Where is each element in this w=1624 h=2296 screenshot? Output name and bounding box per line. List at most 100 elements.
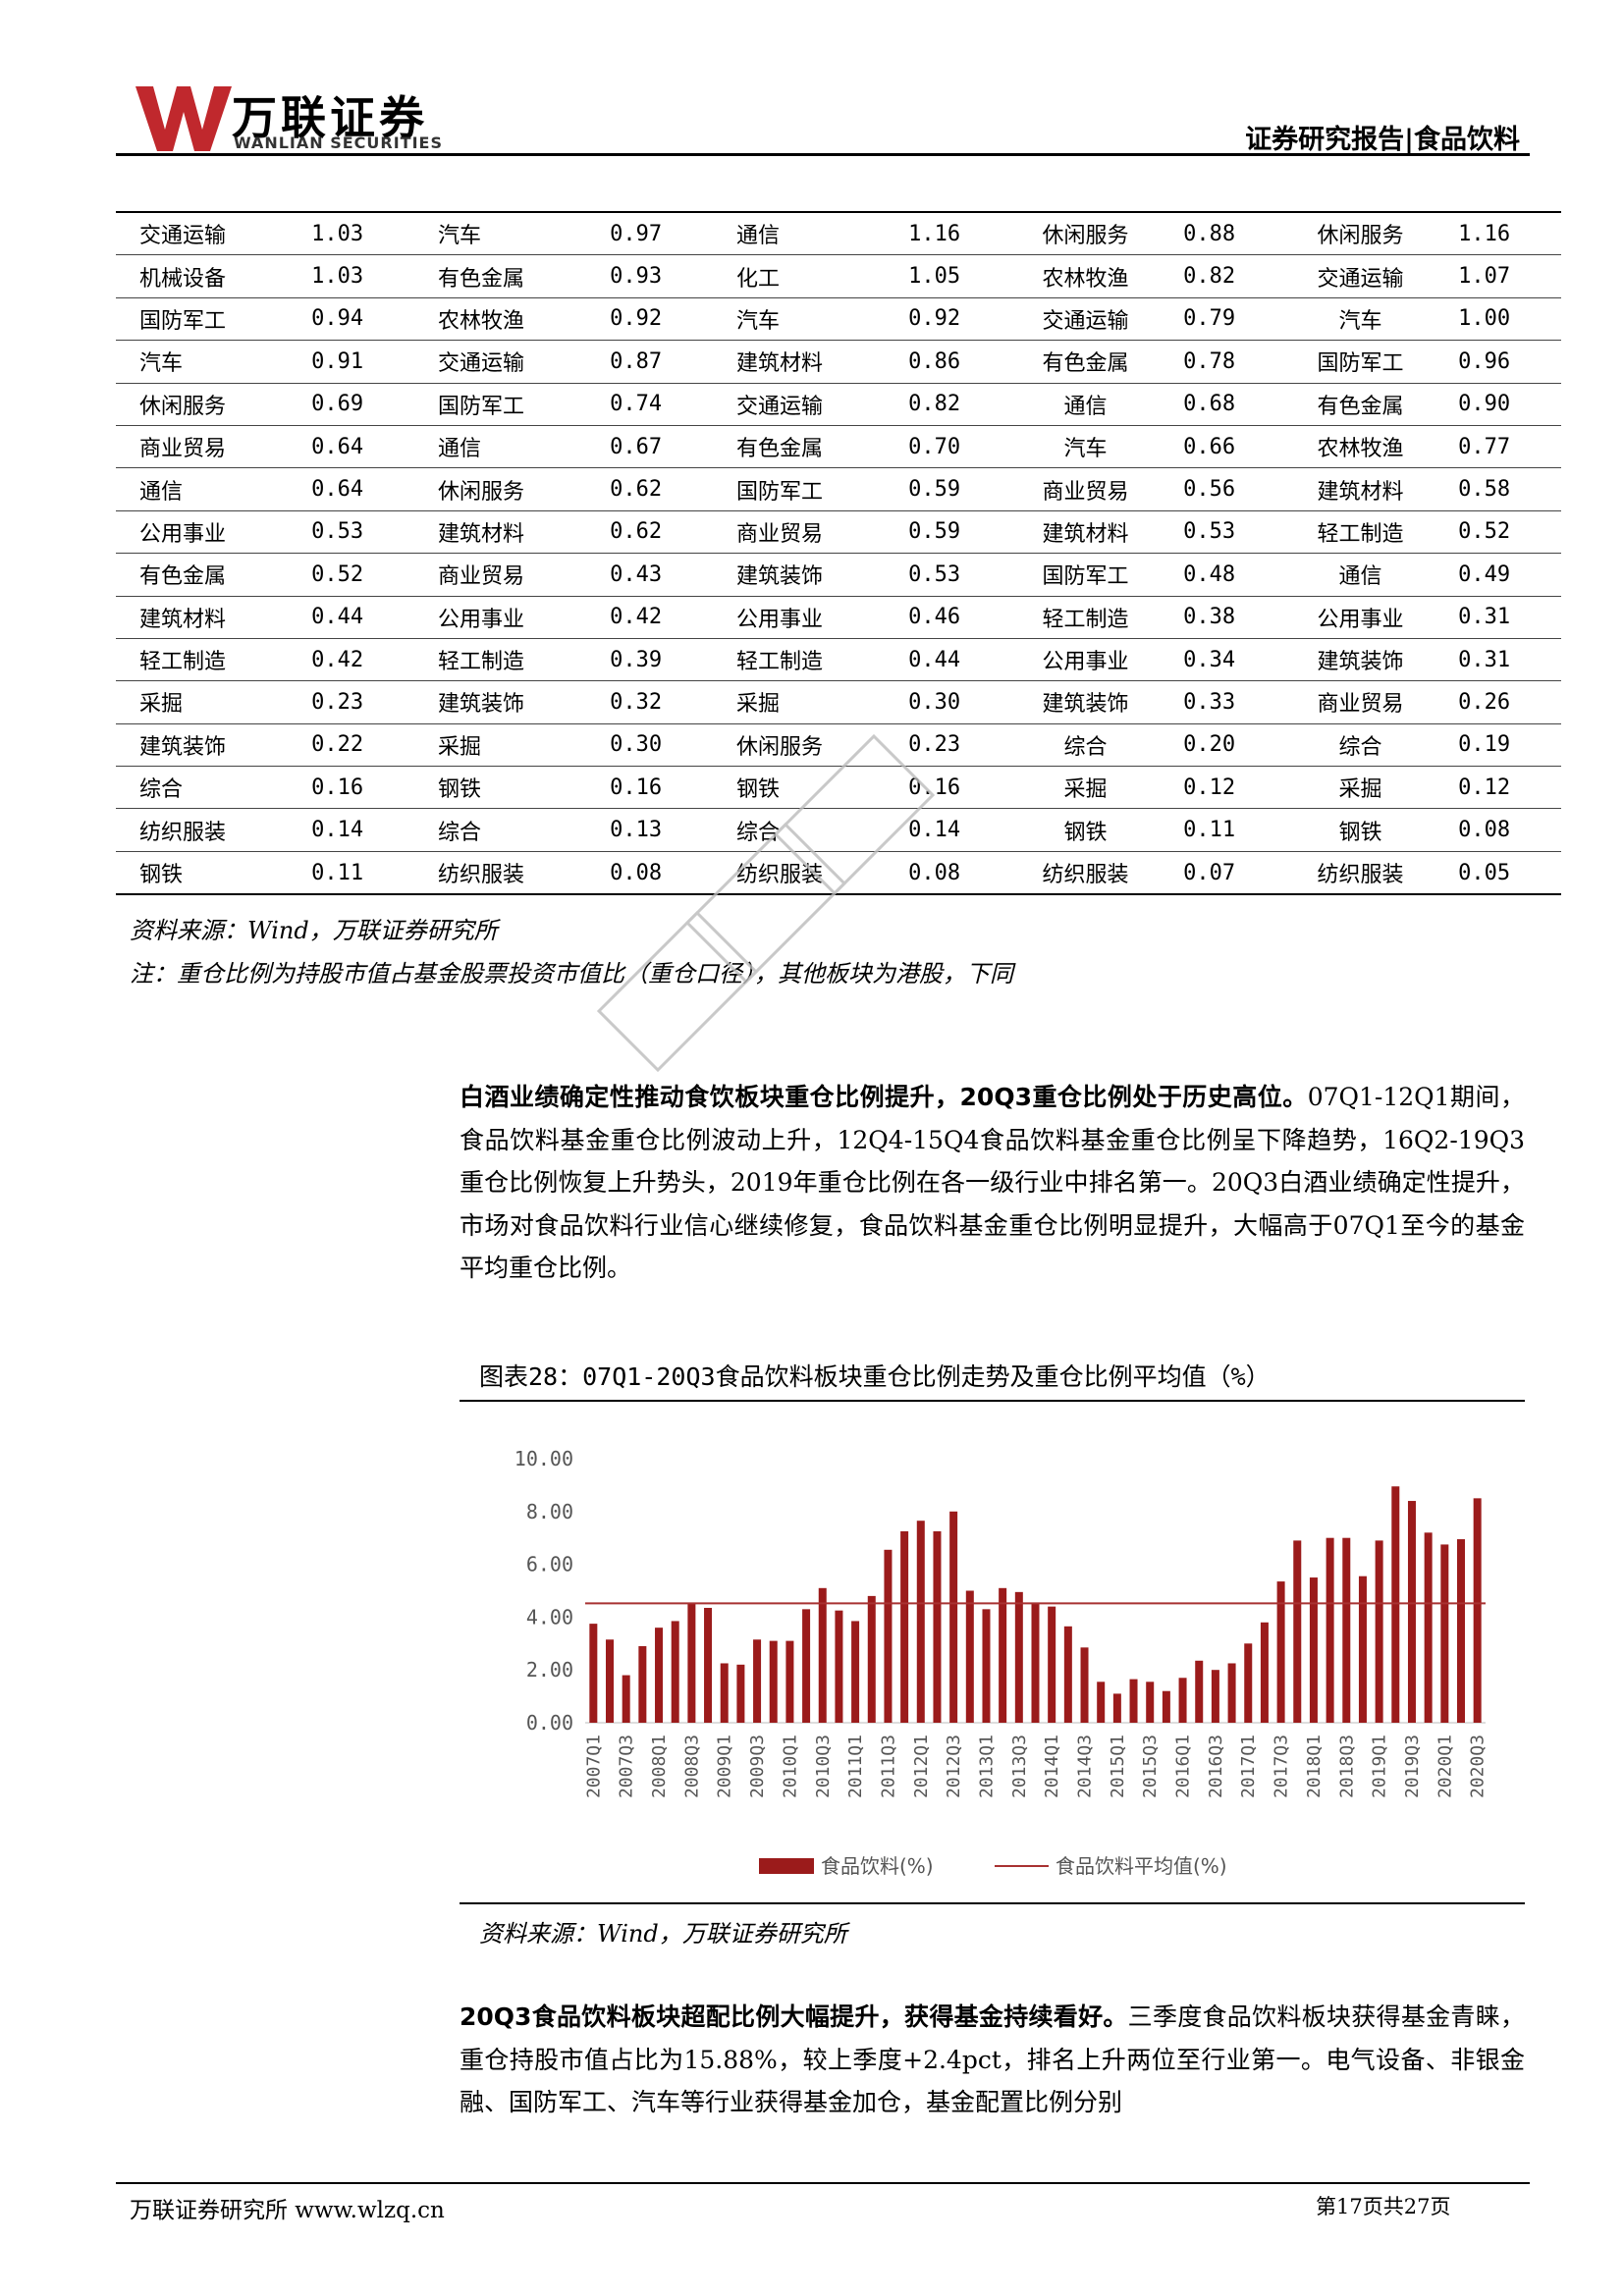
logo-english: WANLIAN SECURITIES <box>234 133 443 152</box>
sector-value-cell: 0.48 <box>1160 553 1286 597</box>
sector-value-cell: 0.08 <box>885 851 1011 896</box>
sector-name-cell: 商业贸易 <box>1010 467 1161 511</box>
sector-value-cell: 0.59 <box>885 510 1011 555</box>
table-row: 综合 0.16 钢铁 0.16 钢铁 0.16 采掘 0.12 采掘 0.12 <box>116 766 1561 810</box>
sector-value-cell: 0.94 <box>288 297 414 342</box>
table-row: 建筑装饰 0.22 采掘 0.30 休闲服务 0.23 综合 0.20 综合 0.19 <box>116 723 1561 768</box>
sector-name-cell: 采掘 <box>1010 766 1161 810</box>
paragraph-1-body: 07Q1-12Q1期间，食品饮料基金重仓比例波动上升，12Q4-15Q4食品饮料… <box>460 1083 1525 1282</box>
bar <box>1293 1540 1302 1723</box>
sector-value-cell: 0.08 <box>1435 808 1561 852</box>
table-row: 公用事业 0.53 建筑材料 0.62 商业贸易 0.59 建筑材料 0.53 轻工制造 0.52 <box>116 510 1561 555</box>
y-tick-label: 8.00 <box>526 1500 573 1523</box>
sector-value-cell: 0.67 <box>586 425 713 469</box>
x-tick-label: 2017Q3 <box>1272 1735 1292 1798</box>
sector-name-cell: 休闲服务 <box>1285 212 1435 256</box>
chart-source: 资料来源：Wind，万联证券研究所 <box>479 1920 847 1948</box>
bar <box>1424 1532 1433 1723</box>
sector-name-cell: 汽车 <box>1010 425 1161 469</box>
x-tick-label: 2015Q3 <box>1140 1735 1161 1798</box>
legend-swatch-bars <box>759 1858 814 1874</box>
sector-value-cell: 0.68 <box>1160 383 1286 426</box>
sector-value-cell: 0.91 <box>288 340 414 384</box>
bar <box>933 1530 942 1723</box>
x-tick-label: 2020Q3 <box>1468 1735 1489 1798</box>
sector-value-cell: 0.92 <box>885 297 1011 342</box>
sector-name-cell: 公用事业 <box>712 596 886 639</box>
x-tick-label: 2019Q1 <box>1370 1735 1390 1798</box>
table-source: 资料来源：Wind，万联证券研究所 <box>130 917 498 944</box>
x-tick-label: 2009Q1 <box>715 1735 735 1798</box>
sector-name-cell: 商业贸易 <box>1285 680 1435 724</box>
sector-value-cell: 0.56 <box>1160 467 1286 511</box>
paragraph-1: 白酒业绩确定性推动食饮板块重仓比例提升，20Q3重仓比例处于历史高位。07Q1-… <box>460 1076 1525 1290</box>
bar <box>1129 1679 1138 1723</box>
sector-value-cell: 1.16 <box>885 212 1011 256</box>
table-row: 采掘 0.23 建筑装饰 0.32 采掘 0.30 建筑装饰 0.33 商业贸易 0.26 <box>116 680 1561 724</box>
x-tick-label: 2010Q3 <box>813 1735 834 1798</box>
x-tick-label: 2020Q1 <box>1435 1735 1455 1798</box>
x-tick-label: 2009Q3 <box>747 1735 768 1798</box>
sector-value-cell: 0.16 <box>885 766 1011 810</box>
table-row: 建筑材料 0.44 公用事业 0.42 公用事业 0.46 轻工制造 0.38 公用事业 0.31 <box>116 596 1561 639</box>
sector-name-cell: 建筑材料 <box>116 596 289 639</box>
sector-value-cell: 0.34 <box>1160 638 1286 682</box>
footer-divider <box>116 2182 1530 2184</box>
y-tick-label: 4.00 <box>526 1605 573 1629</box>
sector-value-cell: 0.52 <box>1435 510 1561 555</box>
table-row: 商业贸易 0.64 通信 0.67 有色金属 0.70 汽车 0.66 农林牧渔 0.77 <box>116 425 1561 469</box>
sector-value-cell: 0.52 <box>288 553 414 597</box>
bar <box>704 1607 713 1723</box>
sector-value-cell: 0.26 <box>1435 680 1561 724</box>
sector-name-cell: 建筑装饰 <box>116 723 289 768</box>
chart-bottom-rule <box>460 1902 1525 1904</box>
sector-name-cell: 机械设备 <box>116 254 289 298</box>
sector-name-cell: 综合 <box>116 766 289 810</box>
bar <box>1456 1539 1465 1723</box>
sector-value-cell: 0.39 <box>586 638 713 682</box>
sector-name-cell: 建筑装饰 <box>712 553 886 597</box>
sector-value-cell: 0.64 <box>288 425 414 469</box>
bar <box>622 1675 630 1723</box>
sector-value-cell: 0.62 <box>586 467 713 511</box>
sector-name-cell: 化工 <box>712 254 886 298</box>
x-tick-label: 2012Q1 <box>911 1735 932 1798</box>
footer-left: 万联证券研究所 www.wlzq.cn <box>130 2198 445 2223</box>
sector-value-cell: 0.79 <box>1160 297 1286 342</box>
sector-name-cell: 纺织服装 <box>712 851 886 896</box>
bar <box>1063 1626 1072 1723</box>
sector-name-cell: 交通运输 <box>116 212 289 256</box>
bar <box>818 1587 827 1723</box>
bar <box>720 1663 729 1723</box>
sector-value-cell: 0.46 <box>885 596 1011 639</box>
sector-name-cell: 交通运输 <box>1285 254 1435 298</box>
sector-value-cell: 0.12 <box>1160 766 1286 810</box>
sector-value-cell: 0.97 <box>586 212 713 256</box>
sector-name-cell: 轻工制造 <box>413 638 587 682</box>
sector-value-cell: 0.86 <box>885 340 1011 384</box>
bar <box>1375 1540 1383 1723</box>
table-row: 通信 0.64 休闲服务 0.62 国防军工 0.59 商业贸易 0.56 建筑材料 0.58 <box>116 467 1561 511</box>
sector-value-cell: 0.44 <box>288 596 414 639</box>
sector-value-cell: 0.42 <box>586 596 713 639</box>
sector-value-cell: 0.90 <box>1435 383 1561 426</box>
sector-name-cell: 汽车 <box>712 297 886 342</box>
x-tick-label: 2010Q1 <box>780 1735 800 1798</box>
bar <box>1276 1581 1285 1723</box>
sector-name-cell: 休闲服务 <box>413 467 587 511</box>
sector-name-cell: 国防军工 <box>1285 340 1435 384</box>
bar <box>1112 1693 1121 1723</box>
bar <box>1178 1678 1187 1723</box>
sector-value-cell: 0.12 <box>1435 766 1561 810</box>
bar <box>1014 1591 1023 1723</box>
y-tick-label: 0.00 <box>526 1711 573 1735</box>
x-tick-label: 2019Q3 <box>1402 1735 1423 1798</box>
sector-name-cell: 建筑材料 <box>712 340 886 384</box>
sector-name-cell: 综合 <box>1285 723 1435 768</box>
sector-value-cell: 0.66 <box>1160 425 1286 469</box>
table-row: 交通运输 1.03 汽车 0.97 通信 1.16 休闲服务 0.88 休闲服务 1.16 <box>116 212 1561 256</box>
table-row: 国防军工 0.94 农林牧渔 0.92 汽车 0.92 交通运输 0.79 汽车 1.00 <box>116 297 1561 342</box>
sector-value-cell: 0.78 <box>1160 340 1286 384</box>
sector-value-cell: 0.14 <box>885 808 1011 852</box>
sector-name-cell: 建筑装饰 <box>1285 638 1435 682</box>
